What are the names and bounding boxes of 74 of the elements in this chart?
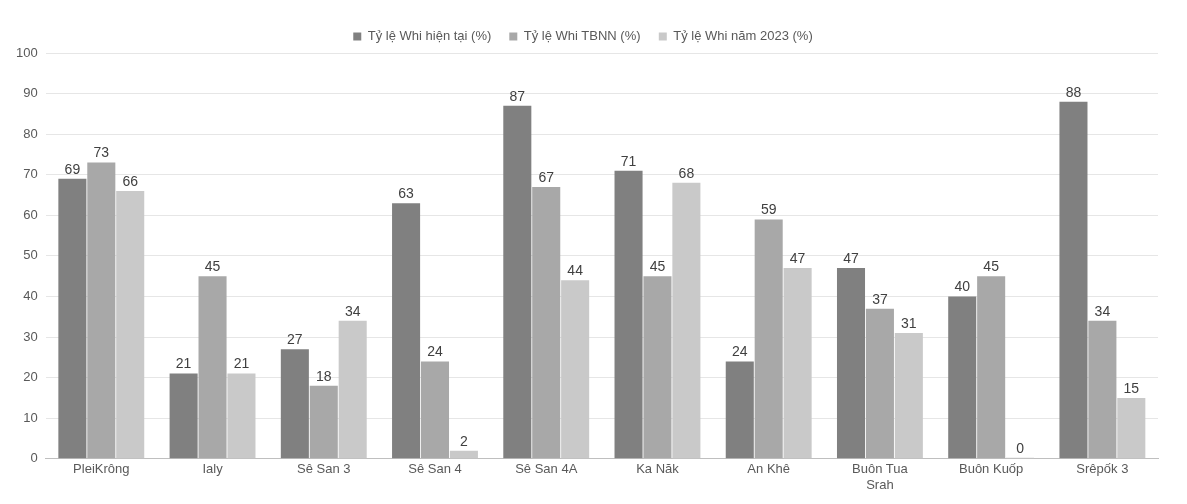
bar: [1088, 320, 1117, 459]
bar: [280, 349, 309, 459]
bar: [392, 203, 421, 459]
bar: [948, 296, 977, 459]
data-label: 24: [731, 343, 748, 360]
legend-label: Tỷ lệ Whi TBNN (%): [523, 28, 641, 44]
data-label: 45: [983, 258, 1000, 275]
y-tick-label: 60: [23, 206, 38, 222]
bar: [614, 170, 643, 459]
x-tick-label: Sê San 4: [408, 461, 462, 477]
bar: [198, 276, 227, 459]
bar: [977, 276, 1006, 459]
bar: [836, 268, 866, 459]
data-label: 69: [64, 160, 81, 177]
legend-label: Tỷ lệ Whi năm 2023 (%): [673, 28, 813, 44]
data-label: 31: [901, 314, 917, 331]
y-tick-label: 40: [23, 288, 38, 304]
data-label: 21: [175, 355, 192, 372]
data-label: 73: [93, 144, 110, 161]
y-tick-label: 0: [30, 450, 38, 466]
x-tick-label: An Khê: [747, 461, 791, 477]
y-tick-label: 70: [23, 166, 38, 182]
data-label: 18: [315, 367, 332, 384]
data-label: 34: [344, 302, 361, 319]
data-label: 47: [843, 249, 859, 266]
data-label: 59: [760, 201, 777, 218]
data-label: 67: [538, 168, 555, 185]
bar: [865, 308, 894, 459]
x-tick-label: Buôn Tua Srah: [852, 461, 909, 492]
x-tick-label: Buôn Kuốp: [958, 461, 1024, 477]
data-label: 40: [954, 278, 971, 295]
data-label: 45: [204, 258, 221, 275]
data-label: 66: [122, 172, 139, 189]
y-tick-label: 100: [15, 44, 38, 60]
data-label: 87: [509, 87, 526, 104]
x-tick-label: Ka Năk: [636, 461, 680, 477]
bar: [643, 276, 672, 459]
bar: [309, 385, 338, 459]
y-tick-label: 90: [23, 85, 38, 101]
bar: [87, 162, 116, 459]
bar: [420, 361, 450, 459]
x-tick-label: PleiKrông: [73, 461, 130, 477]
x-tick-label: Ialy: [202, 461, 224, 477]
data-label: 44: [567, 262, 584, 279]
bar: [725, 361, 754, 459]
data-label: 71: [620, 152, 637, 169]
data-label: 0: [1016, 439, 1025, 456]
bar: [58, 178, 87, 459]
data-label: 45: [649, 258, 666, 275]
x-tick-label: Sê San 4A: [515, 461, 578, 477]
bar: [503, 105, 532, 459]
y-tick-label: 30: [23, 328, 38, 344]
y-tick-label: 50: [23, 247, 38, 263]
data-label: 21: [233, 355, 250, 372]
data-label: 15: [1123, 379, 1140, 396]
bar: [532, 186, 561, 459]
data-label: 27: [287, 331, 303, 348]
bar: [1059, 101, 1088, 459]
x-tick-label: Srêpốk 3: [1076, 461, 1129, 477]
data-label: 37: [872, 290, 888, 307]
data-label: 24: [427, 343, 443, 360]
data-label: 47: [789, 249, 806, 266]
y-tick-label: 20: [23, 369, 38, 385]
data-label: 88: [1065, 83, 1082, 100]
x-tick-label: Sê San 3: [297, 461, 351, 477]
data-label: 68: [678, 164, 695, 181]
y-tick-label: 10: [23, 409, 38, 425]
y-tick-label: 80: [23, 125, 38, 141]
data-label: 34: [1094, 302, 1111, 319]
bar: [754, 219, 783, 459]
data-label: 63: [398, 185, 415, 202]
bar: [169, 373, 198, 459]
legend-label: Tỷ lệ Whi hiện tại (%): [367, 28, 492, 44]
data-label: 2: [460, 432, 469, 449]
